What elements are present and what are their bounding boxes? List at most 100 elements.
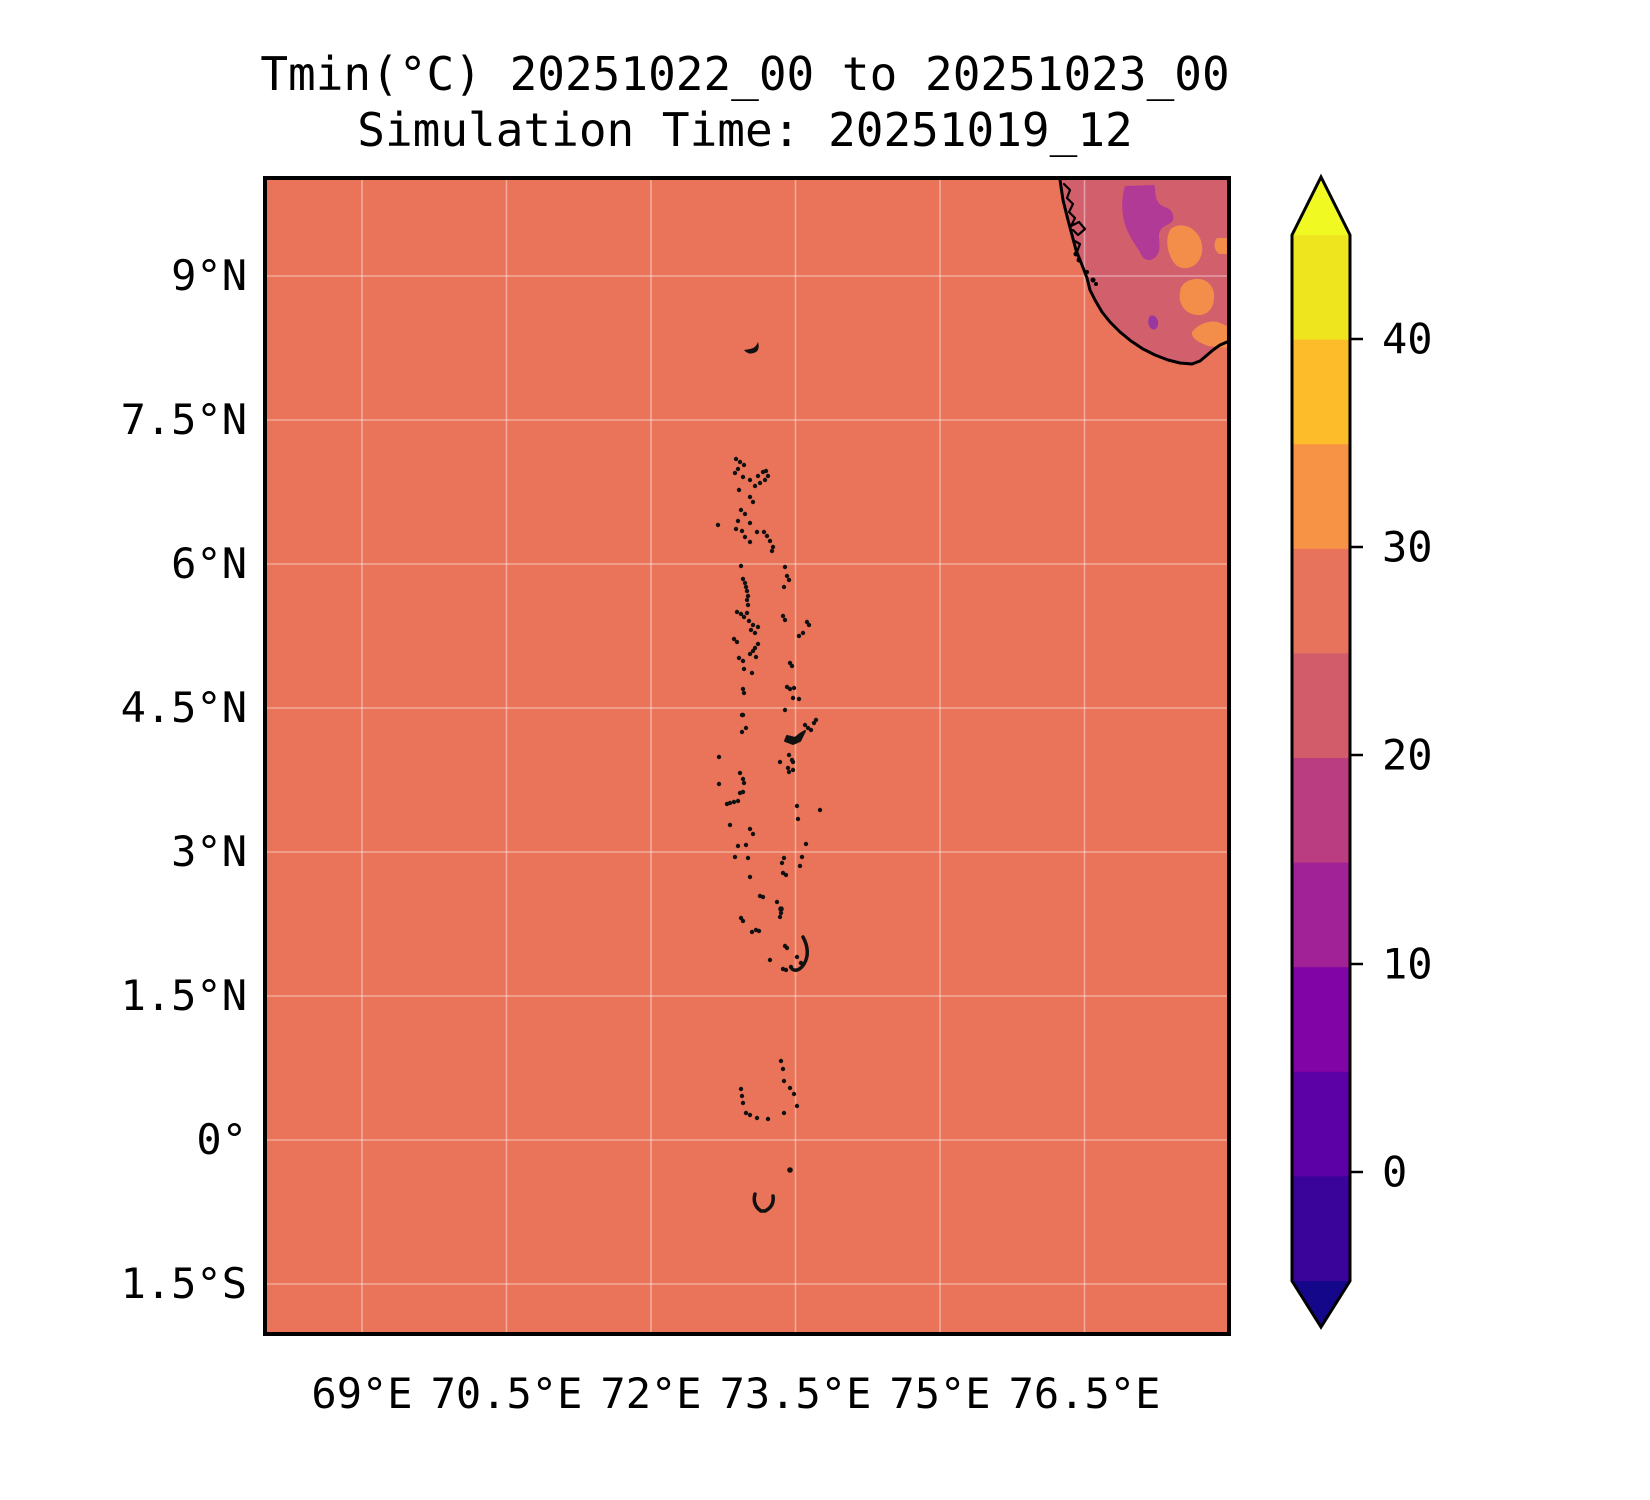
colorbar-tick-label: 10 bbox=[1382, 940, 1433, 989]
island-dot bbox=[785, 946, 789, 950]
island-dot bbox=[737, 488, 741, 492]
island-dot bbox=[744, 585, 748, 589]
figure-canvas: { "figure": { "title": "Tmin(°C) 2025102… bbox=[0, 0, 1650, 1500]
coast-speck bbox=[1091, 278, 1096, 283]
island-dot bbox=[738, 771, 742, 775]
island-dot bbox=[745, 611, 749, 615]
island-dot bbox=[733, 855, 737, 859]
colorbar-tick-label: 20 bbox=[1382, 731, 1433, 780]
island-dot bbox=[818, 808, 822, 812]
island-dot bbox=[741, 577, 745, 581]
island-dot bbox=[748, 540, 752, 544]
island-dot bbox=[779, 1059, 783, 1063]
y-tick-label: 6°N bbox=[20, 536, 247, 592]
island-dot bbox=[744, 726, 748, 730]
coast-speck bbox=[1077, 258, 1082, 263]
island-dot bbox=[791, 768, 795, 772]
island-dot bbox=[717, 755, 721, 759]
colorbar-segment bbox=[1292, 967, 1350, 1072]
maldives-islands-layer bbox=[716, 342, 822, 1211]
island-dot bbox=[753, 484, 757, 488]
island-dot bbox=[787, 578, 791, 582]
island-dot bbox=[751, 832, 755, 836]
colorbar-segment bbox=[1292, 444, 1350, 549]
y-tick-label: 1.5°N bbox=[20, 968, 247, 1024]
island-dot bbox=[750, 930, 754, 934]
island-dot bbox=[743, 535, 747, 539]
island-dot bbox=[756, 642, 760, 646]
laamu-arc bbox=[792, 937, 807, 970]
island-dot bbox=[761, 895, 765, 899]
figure-subtitle: Simulation Time: 20251019_12 bbox=[240, 102, 1250, 158]
island-dot bbox=[778, 915, 782, 919]
island-dot bbox=[736, 799, 740, 803]
colorbar-under-arrow bbox=[1292, 1281, 1350, 1327]
y-tick-label: 1.5°S bbox=[20, 1256, 247, 1312]
island-dot bbox=[758, 481, 762, 485]
island-dot bbox=[716, 523, 720, 527]
island-dot bbox=[795, 1104, 799, 1108]
island-dot bbox=[764, 469, 768, 473]
coast-speck bbox=[1085, 270, 1089, 274]
island-dot bbox=[734, 457, 738, 461]
island-dot bbox=[744, 843, 748, 847]
island-dot bbox=[736, 467, 740, 471]
island-dot bbox=[753, 631, 757, 635]
island-dot bbox=[804, 842, 808, 846]
island-dot bbox=[770, 549, 774, 553]
colorbar-segment bbox=[1292, 1176, 1350, 1281]
island-dot bbox=[735, 610, 739, 614]
island-dot bbox=[748, 1113, 752, 1117]
island-dot bbox=[741, 790, 745, 794]
island-dot bbox=[784, 873, 788, 877]
island-dot bbox=[784, 968, 788, 972]
island-dot bbox=[739, 1087, 743, 1091]
island-dot bbox=[744, 1111, 748, 1115]
coast-speck bbox=[1094, 282, 1098, 286]
island-dot bbox=[756, 474, 760, 478]
island-dot bbox=[762, 530, 766, 534]
island-dot bbox=[781, 614, 785, 618]
island-dot bbox=[797, 634, 801, 638]
island-dot bbox=[783, 618, 787, 622]
island-dot bbox=[740, 713, 744, 717]
island-dot bbox=[742, 691, 746, 695]
island-dot bbox=[782, 1111, 786, 1115]
island-dot bbox=[748, 478, 752, 482]
colorbar-segment bbox=[1292, 863, 1350, 968]
colorbar-segment bbox=[1292, 653, 1350, 758]
island-dot bbox=[782, 856, 786, 860]
island-dot bbox=[746, 603, 750, 607]
island-dot bbox=[757, 929, 761, 933]
island-dot bbox=[788, 687, 792, 691]
island-dot bbox=[743, 581, 747, 585]
island-dot bbox=[787, 1167, 793, 1173]
island-dot bbox=[763, 478, 767, 482]
colorbar: 403020100 bbox=[1270, 170, 1520, 1340]
island-dot bbox=[748, 495, 752, 499]
island-dot bbox=[745, 598, 749, 602]
y-tick-label: 7.5°N bbox=[20, 392, 247, 448]
island-dot bbox=[800, 855, 804, 859]
island-dot bbox=[742, 463, 746, 467]
island-dot bbox=[738, 460, 742, 464]
island-dot bbox=[748, 827, 752, 831]
island-dot bbox=[782, 585, 786, 589]
y-tick-label: 4.5°N bbox=[20, 680, 247, 736]
island-dot bbox=[739, 508, 743, 512]
island-dot bbox=[747, 619, 751, 623]
island-dot bbox=[736, 519, 740, 523]
island-dot bbox=[801, 631, 805, 635]
island-dot bbox=[754, 655, 758, 659]
island-dot bbox=[751, 500, 755, 504]
island-dot bbox=[736, 844, 740, 848]
island-dot bbox=[766, 474, 770, 478]
island-dot bbox=[728, 801, 732, 805]
island-dot bbox=[740, 529, 744, 533]
island-dot bbox=[788, 1086, 792, 1090]
island-dot bbox=[786, 766, 790, 770]
colorbar-segment bbox=[1292, 549, 1350, 654]
island-dot bbox=[750, 671, 754, 675]
y-tick-label: 0° bbox=[20, 1112, 247, 1168]
island-dot bbox=[778, 760, 782, 764]
